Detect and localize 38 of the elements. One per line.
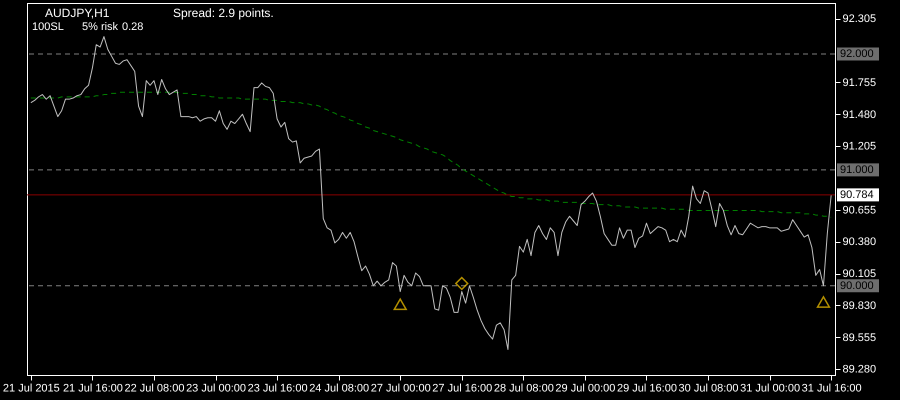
x-tick-label: 23 Jul 00:00 bbox=[186, 382, 246, 394]
y-tick-label: 90.105 bbox=[842, 268, 876, 280]
line-series bbox=[30, 92, 832, 218]
y-tick-label: 91.205 bbox=[842, 140, 876, 153]
x-tick-label: 31 Jul 00:00 bbox=[740, 382, 800, 394]
x-tick-label: 28 Jul 08:00 bbox=[494, 382, 554, 394]
ref-line-label: 90.000 bbox=[840, 280, 874, 292]
x-tick-label: 31 Jul 16:00 bbox=[802, 382, 862, 394]
annotation: 0.28 bbox=[122, 21, 144, 33]
chart-title: AUDJPY,H1 bbox=[45, 6, 110, 20]
ref-line-label: 91.000 bbox=[840, 164, 874, 176]
annotation: 100SL bbox=[32, 21, 64, 33]
point bbox=[816, 296, 830, 308]
y-tick-label: 89.830 bbox=[842, 300, 876, 312]
x-tick-label: 27 Jul 16:00 bbox=[432, 382, 492, 394]
x-tick-label: 23 Jul 16:00 bbox=[248, 382, 308, 394]
y-tick-label: 90.655 bbox=[842, 204, 876, 216]
y-tick-label: 90.380 bbox=[842, 236, 876, 248]
ref-line-label: 92.000 bbox=[840, 48, 874, 60]
point bbox=[394, 298, 407, 310]
x-tick-label: 29 Jul 16:00 bbox=[617, 382, 677, 394]
y-tick-label: 92.305 bbox=[842, 13, 876, 26]
x-tick-label: 30 Jul 08:00 bbox=[678, 382, 738, 394]
ref-line-label: 90.784 bbox=[840, 188, 874, 201]
y-tick-label: 89.280 bbox=[842, 364, 876, 376]
x-tick-label: 24 Jul 08:00 bbox=[309, 382, 370, 394]
x-tick-label: 21 Jul 2015 bbox=[2, 382, 60, 394]
line-series bbox=[30, 36, 832, 350]
x-tick-label: 27 Jul 00:00 bbox=[370, 382, 431, 394]
y-tick-label: 89.555 bbox=[842, 332, 876, 344]
x-tick-label: 29 Jul 00:00 bbox=[555, 382, 616, 394]
x-tick-label: 21 Jul 16:00 bbox=[62, 382, 123, 394]
y-tick-label: 91.480 bbox=[842, 108, 876, 121]
x-tick-label: 22 Jul 08:00 bbox=[124, 382, 184, 394]
annotation: 5% risk bbox=[82, 21, 119, 33]
annotation: Spread: 2.9 points. bbox=[173, 6, 274, 20]
point bbox=[455, 276, 468, 290]
y-tick-label: 91.755 bbox=[842, 76, 876, 89]
